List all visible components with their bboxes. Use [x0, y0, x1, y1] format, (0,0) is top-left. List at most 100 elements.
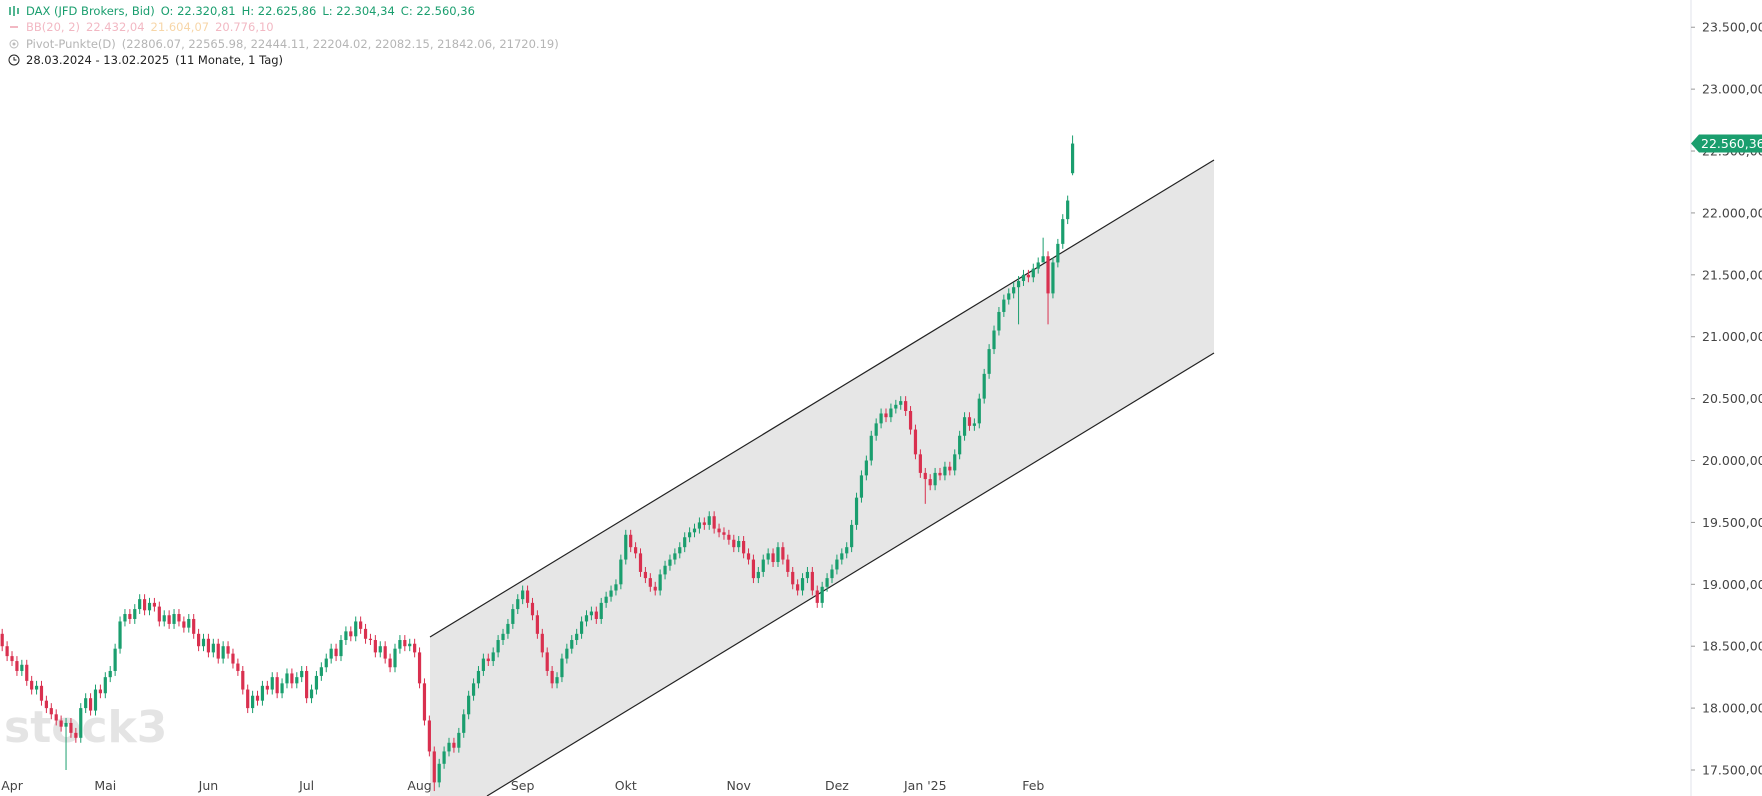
range-row: 28.03.2024 - 13.02.2025 (11 Monate, 1 Ta… [8, 53, 283, 67]
candle-body [84, 698, 88, 709]
ohlc-value: L: 22.304,34 [322, 4, 395, 18]
candle-body [1046, 256, 1050, 294]
candle-body [761, 559, 765, 572]
x-tick-label: Feb [1022, 778, 1044, 793]
candle-body [93, 689, 98, 711]
candle-body [830, 569, 834, 579]
candle-body [64, 722, 68, 727]
candle-body [604, 596, 608, 603]
candle-body [108, 670, 112, 678]
candle-body [471, 683, 476, 696]
candle-body [663, 565, 667, 575]
candle-body [0, 633, 4, 647]
candle-body [594, 611, 598, 619]
channel-fill [430, 160, 1214, 796]
candle-body [864, 460, 868, 476]
icon [9, 39, 19, 49]
candle-body [432, 751, 436, 783]
candle-body [393, 648, 397, 668]
candle-body [226, 646, 230, 654]
candle-body [530, 602, 535, 616]
candle-body [1070, 143, 1075, 174]
y-tick-label: 22.000,00 [1702, 205, 1762, 220]
candle-body [702, 522, 706, 525]
indicator-row: Pivot-Punkte(D) (22806.07, 22565.98, 224… [8, 37, 559, 51]
candle-body [442, 751, 446, 764]
candle-body [413, 643, 417, 653]
x-tick-label: Okt [615, 778, 637, 793]
candle-body [820, 586, 824, 603]
candle-body [5, 646, 9, 657]
candle-body [948, 466, 952, 471]
candle-body [776, 547, 780, 563]
candle-body [201, 638, 206, 647]
candle-body [609, 590, 613, 597]
candle-body [658, 574, 662, 591]
candle-body [1026, 274, 1030, 278]
candle-body [859, 475, 864, 498]
y-tick-label: 20.000,00 [1702, 453, 1762, 468]
candle-body [1036, 262, 1040, 269]
candle-body [540, 633, 544, 653]
candle-body [570, 640, 574, 649]
indicator-name: Pivot-Punkte(D) [26, 37, 116, 51]
candle-body [953, 454, 957, 471]
candle-body [486, 658, 490, 662]
candle-body [172, 614, 176, 624]
candle-body [638, 553, 643, 572]
candle-body [329, 648, 333, 659]
icon [9, 6, 19, 16]
candle-body [113, 648, 117, 671]
candle-body [1041, 256, 1045, 263]
candle-body [727, 534, 731, 540]
candle-body [584, 615, 589, 622]
candle-body [1016, 281, 1021, 288]
legend-row: DAX (JFD Brokers, Bid) O: 22.320,81 H: 2… [8, 4, 475, 18]
y-tick-label: 21.000,00 [1702, 329, 1762, 344]
candle-body [162, 615, 166, 622]
candle-body [74, 732, 78, 738]
candle-body [1031, 268, 1035, 278]
candle-body [300, 670, 304, 678]
candle-body [712, 516, 716, 529]
candle-body [157, 606, 161, 622]
indicator-value: (22806.07, 22565.98, 22444.11, 22204.02,… [121, 37, 559, 51]
candle-body [933, 472, 937, 486]
indicator-value: 20.776,10 [215, 20, 274, 34]
candle-body [800, 578, 805, 591]
candle-body [565, 648, 569, 659]
candle-body [766, 553, 770, 560]
candle-body [501, 633, 505, 641]
candle-body [977, 398, 981, 424]
ohlc-value: H: 22.625,86 [241, 4, 317, 18]
candle-body [452, 742, 456, 748]
candle-body [152, 602, 157, 607]
candle-body [874, 423, 878, 436]
candle-body [363, 628, 368, 639]
indicator-name: BB(20, 2) [26, 20, 81, 34]
y-tick-label: 23.000,00 [1702, 82, 1762, 97]
candle-body [648, 578, 652, 587]
candle-body [192, 618, 196, 634]
candle-body [575, 633, 579, 641]
candle-body [197, 633, 201, 647]
candle-body [732, 539, 736, 548]
candle-body [236, 663, 240, 671]
candle-body [992, 330, 996, 350]
candle-body [1021, 274, 1026, 282]
candle-body [98, 689, 102, 694]
candle-body [447, 742, 451, 752]
candle-body [69, 722, 73, 733]
candle-body [781, 547, 785, 560]
icon [10, 26, 18, 28]
candle-body [383, 646, 387, 659]
x-tick-label: Nov [726, 778, 751, 793]
candle-body [457, 732, 461, 748]
y-tick-label: 20.500,00 [1702, 391, 1762, 406]
candle-body [879, 413, 883, 424]
candle-body [408, 643, 412, 647]
candle-body [34, 685, 39, 690]
candle-body [692, 528, 697, 533]
last-price-tag [1691, 134, 1762, 153]
